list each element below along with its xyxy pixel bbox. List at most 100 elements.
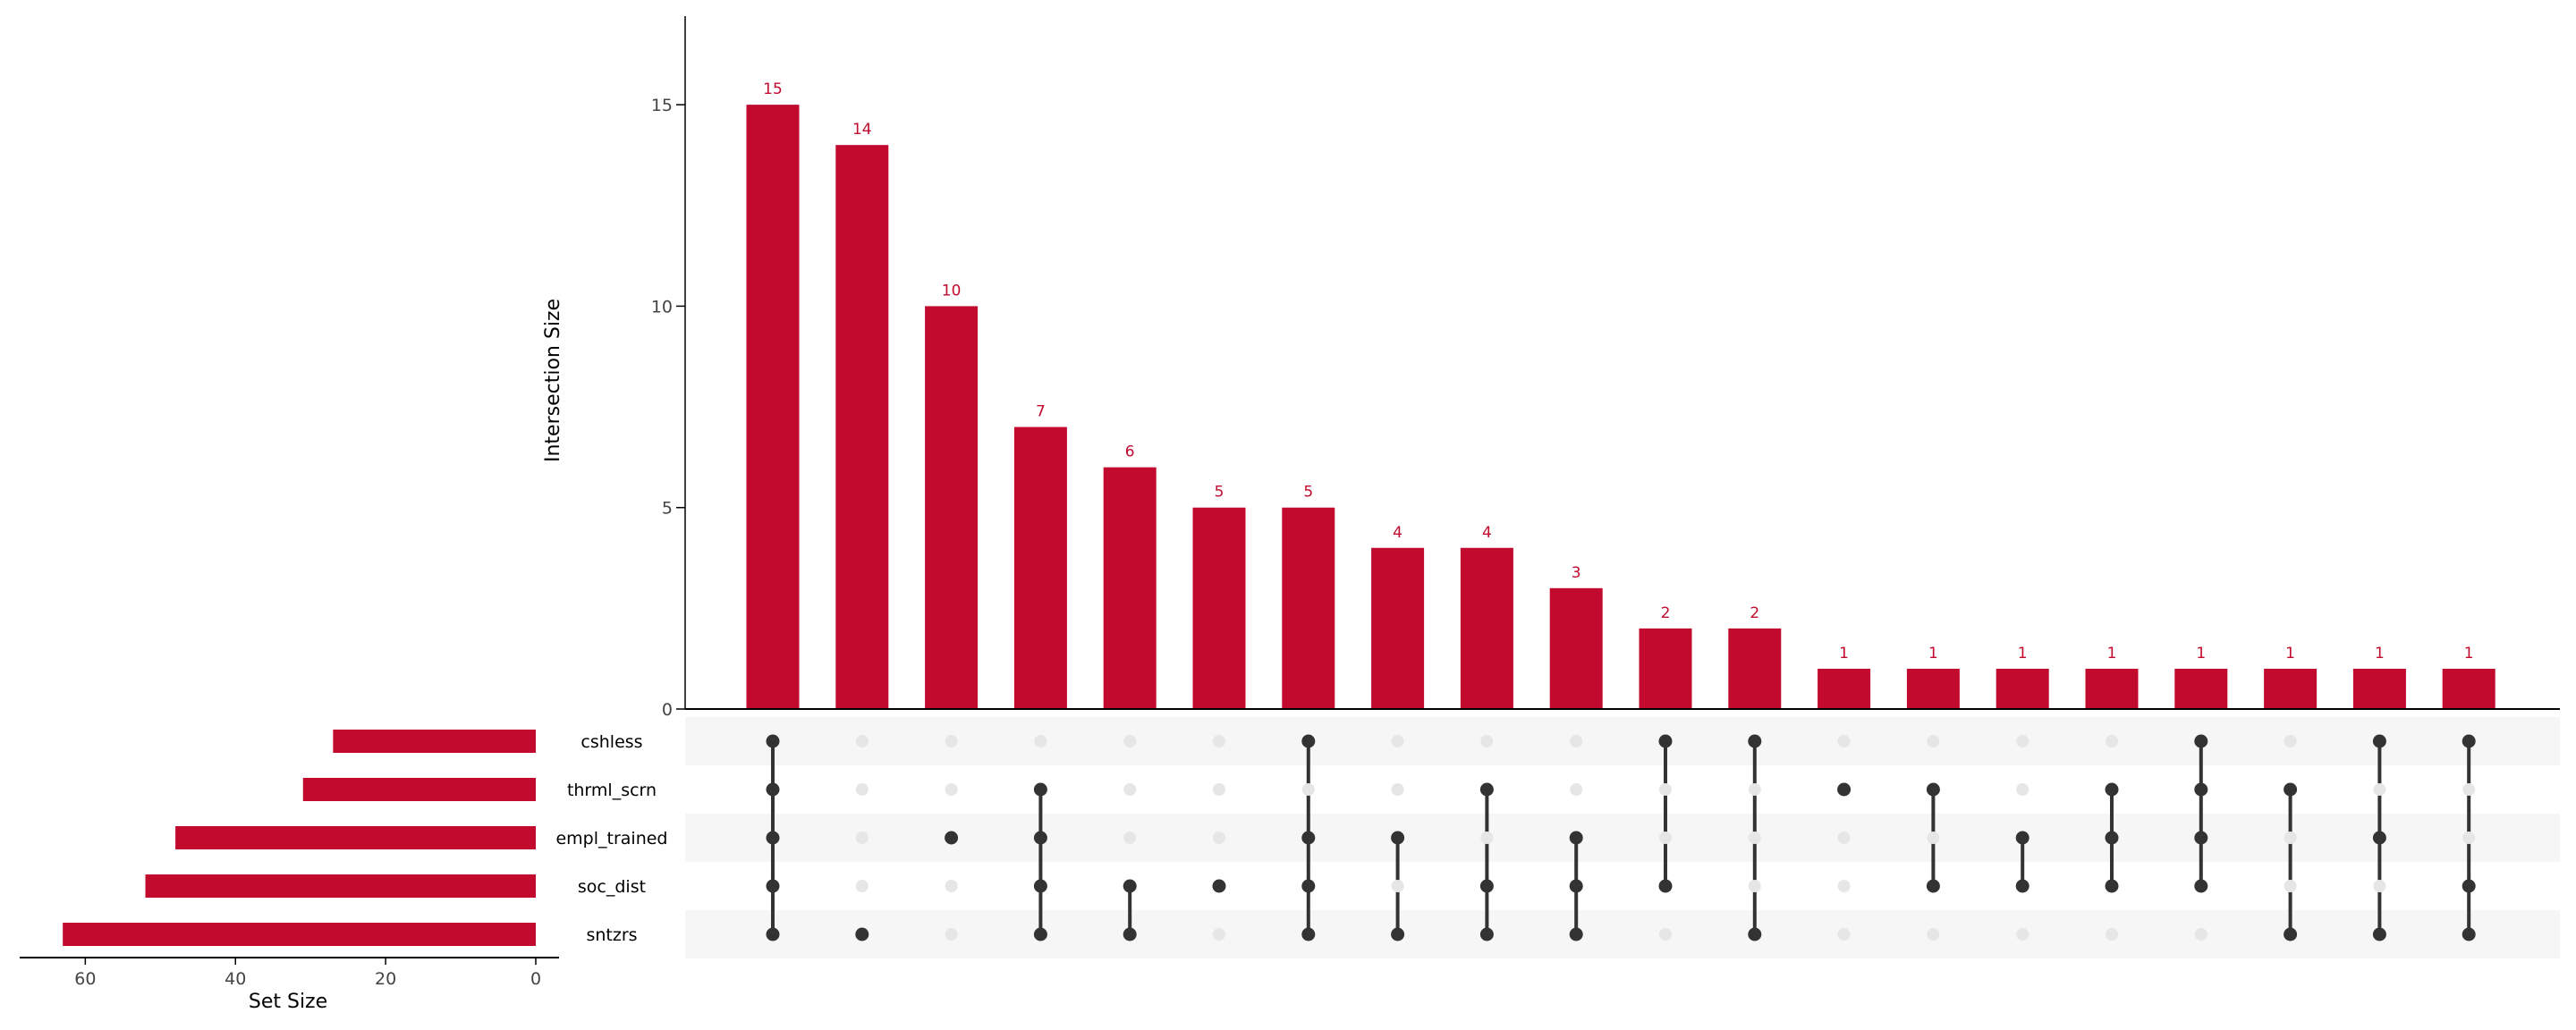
matrix-dot-active (1391, 831, 1405, 845)
matrix-dot-inactive (1123, 783, 1137, 796)
set-label-empl_trained: empl_trained (555, 829, 667, 848)
intersection-bar-label: 1 (2375, 645, 2385, 663)
intersection-bar-label: 7 (1036, 403, 1046, 421)
matrix-dot-active (2372, 831, 2386, 845)
matrix-dot-inactive (2194, 928, 2207, 941)
intersection-bar (1103, 467, 1157, 709)
matrix-row-stripes (685, 717, 2560, 958)
matrix-dot-inactive (1123, 832, 1137, 844)
matrix-dot-inactive (1570, 735, 1583, 747)
matrix-dot-active (766, 782, 780, 797)
set-name-labels: cshless thrml_scrn empl_trained soc_distsnt… (555, 732, 667, 945)
intersection-bar (746, 105, 800, 709)
matrix-dot-active (2462, 879, 2476, 893)
matrix-dot-inactive (2284, 735, 2297, 747)
matrix-dot-active (2194, 879, 2208, 893)
matrix-dot-active (2462, 734, 2476, 748)
matrix-dot-active (1748, 927, 1762, 941)
intersection-bar (1460, 547, 1513, 709)
intersection-bar (1192, 507, 1246, 709)
intersection-y-axis-title: Intersection Size (542, 299, 564, 462)
matrix-dot-active (1301, 879, 1316, 893)
intersection-bar-label: 14 (852, 121, 872, 139)
matrix-dot-inactive (945, 783, 958, 796)
matrix-dot-active (1212, 879, 1226, 893)
set-size-bar-thrml_scrn (302, 778, 536, 801)
matrix-stripe-sntzrs (685, 910, 2560, 958)
matrix-dot-inactive (1659, 783, 1672, 796)
matrix-dot-inactive (2106, 928, 2118, 941)
matrix-dot-inactive (855, 783, 869, 796)
set-size-bar-soc_dist (145, 874, 537, 898)
matrix-dot-inactive (1391, 880, 1404, 892)
matrix-dot-inactive (1748, 832, 1761, 844)
matrix-dot-inactive (1213, 832, 1225, 844)
matrix-dot-active (1301, 927, 1316, 941)
matrix-dot-inactive (1213, 928, 1225, 941)
matrix-dot-active (1569, 927, 1583, 941)
matrix-dot-active (766, 927, 780, 941)
matrix-dot-active (2105, 831, 2119, 845)
matrix-dot-active (2462, 927, 2476, 941)
y-tick-label: 5 (662, 499, 673, 519)
intersection-bar (2085, 668, 2139, 709)
matrix-dot-active (1837, 782, 1852, 797)
matrix-dot-active (2194, 831, 2208, 845)
matrix-dot-active (2372, 734, 2386, 748)
intersection-bar (1818, 668, 1871, 709)
matrix-dot-inactive (1927, 832, 1940, 844)
set-size-axis-title: Set Size (249, 991, 327, 1013)
intersection-bar-label: 4 (1393, 524, 1402, 542)
matrix-dot-active (1479, 879, 1494, 893)
matrix-dot-inactive (1213, 783, 1225, 796)
intersection-bar-label: 15 (763, 80, 783, 98)
set-size-tick-label: 60 (74, 969, 96, 989)
matrix-dot-active (1033, 782, 1047, 797)
matrix-dot-active (1569, 831, 1583, 845)
matrix-dot-inactive (945, 735, 958, 747)
matrix-dot-active (2194, 734, 2208, 748)
matrix-dot-inactive (2373, 880, 2386, 892)
matrix-dot-inactive (1748, 880, 1761, 892)
set-label-thrml_scrn: thrml_scrn (567, 781, 657, 800)
matrix-dot-inactive (2016, 735, 2029, 747)
set-size-tick-label: 40 (225, 969, 246, 989)
matrix-dot-inactive (2106, 735, 2118, 747)
matrix-dot-inactive (1837, 928, 1851, 941)
intersection-bar (925, 306, 979, 709)
matrix-dot-inactive (855, 832, 869, 844)
matrix-dot-active (1033, 927, 1047, 941)
matrix-dot-inactive (945, 928, 958, 941)
intersection-bar-label: 4 (1482, 524, 1492, 542)
matrix-dot-inactive (1927, 928, 1940, 941)
matrix-dot-inactive (1837, 832, 1851, 844)
matrix-dot-inactive (1570, 783, 1583, 796)
matrix-dot-inactive (2462, 783, 2476, 796)
matrix-dot-active (1301, 831, 1316, 845)
matrix-dot-inactive (2284, 832, 2297, 844)
matrix-dot-inactive (2373, 783, 2386, 796)
y-tick-label: 10 (651, 297, 673, 317)
membership-matrix (766, 734, 2476, 941)
matrix-dot-inactive (1123, 735, 1137, 747)
matrix-dot-active (1123, 927, 1137, 941)
matrix-dot-inactive (1927, 735, 1940, 747)
intersection-bar-label: 1 (2018, 645, 2028, 663)
intersection-bar-label: 1 (1839, 645, 1849, 663)
matrix-dot-active (1658, 879, 1673, 893)
intersection-bar (1282, 507, 1335, 709)
intersection-bar (1996, 668, 2049, 709)
intersection-bar-label: 2 (1750, 604, 1759, 622)
matrix-dot-active (1391, 927, 1405, 941)
matrix-dot-active (1479, 782, 1494, 797)
matrix-dot-inactive (1837, 880, 1851, 892)
matrix-dot-active (2105, 879, 2119, 893)
set-size-bar-cshless (333, 730, 536, 753)
matrix-dot-inactive (1391, 735, 1404, 747)
matrix-dot-active (1033, 879, 1047, 893)
intersection-bar-label: 3 (1572, 564, 1581, 582)
matrix-dot-inactive (1659, 928, 1672, 941)
intersection-bar (1371, 547, 1425, 709)
intersection-bar (1639, 628, 1692, 709)
